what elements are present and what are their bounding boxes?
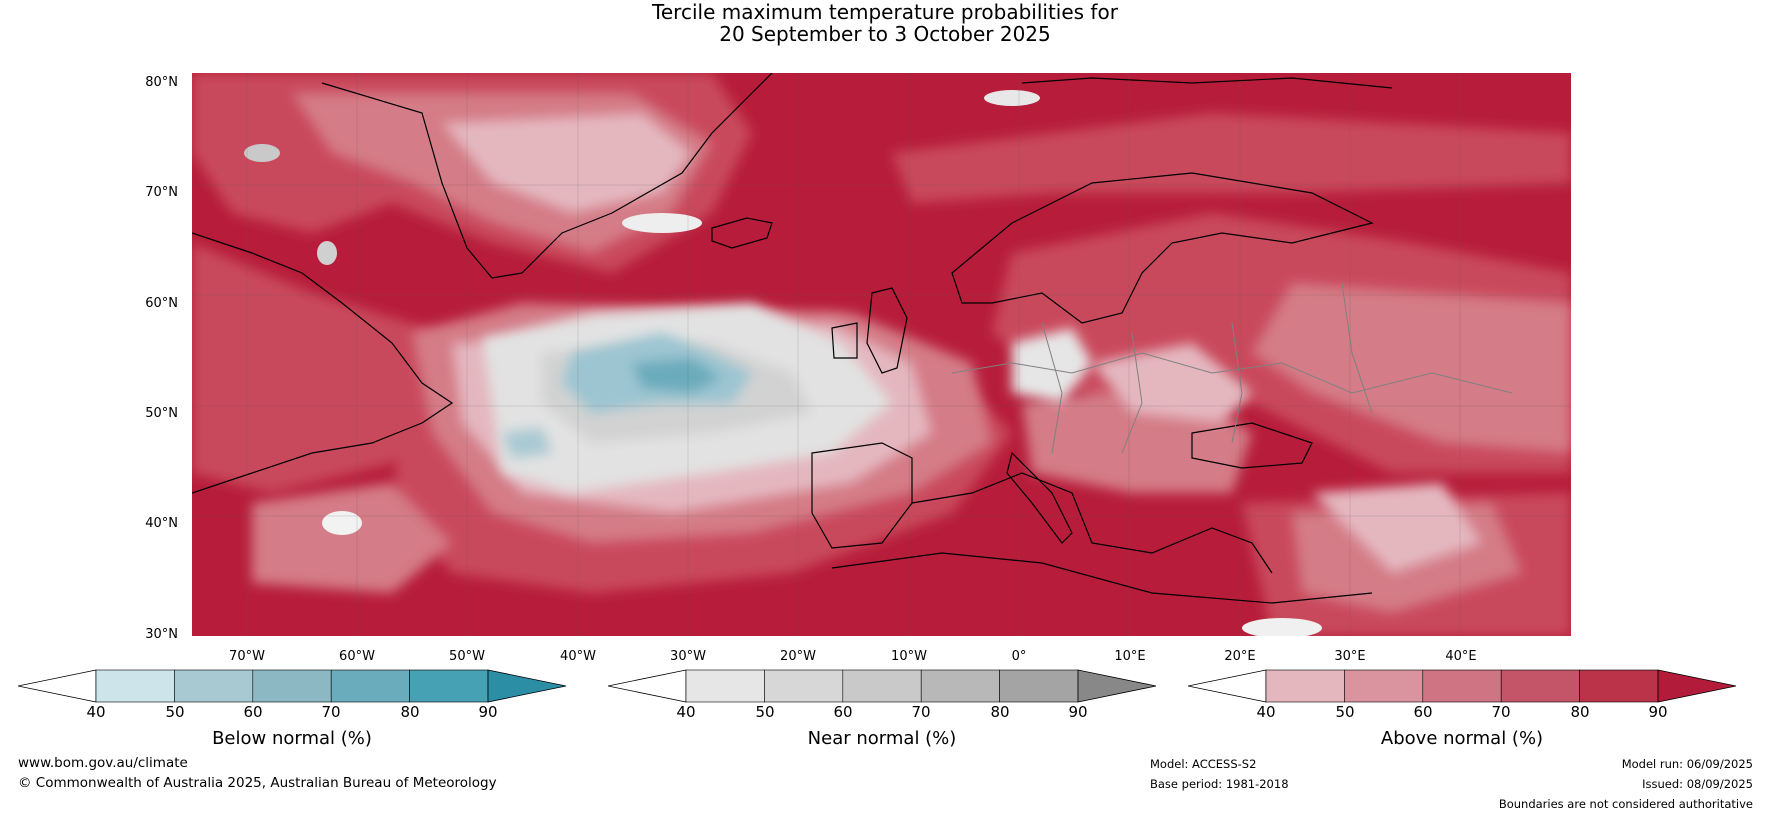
colorbar-extension-low: [1188, 669, 1267, 703]
issued-date: Issued: 08/09/2025: [1642, 777, 1753, 791]
legend-near-tick: 40: [676, 703, 696, 721]
legend-below-tick: 40: [86, 703, 106, 721]
lon-label-10e: 10°E: [1114, 649, 1146, 664]
legend-near-tick: 70: [911, 703, 931, 721]
lat-label-40n: 40°N: [145, 516, 178, 531]
legend-below-tick: 70: [321, 703, 341, 721]
lon-label-40e: 40°E: [1445, 649, 1477, 664]
graticule: [192, 73, 1571, 636]
lon-label-50w: 50°W: [449, 649, 485, 664]
near-normal-spot: [1242, 618, 1322, 636]
model-name: Model: ACCESS-S2: [1150, 757, 1257, 771]
colorbar-segment: [174, 669, 254, 703]
near-normal-spot: [984, 90, 1040, 106]
chart-title: Tercile maximum temperature probabilitie…: [652, 0, 1118, 24]
lon-label-40w: 40°W: [560, 649, 596, 664]
colorbar-extension-high: [1077, 669, 1157, 703]
lon-label-0: 0°: [1011, 649, 1027, 664]
colorbar-segment: [764, 669, 844, 703]
colorbar-segment: [1579, 669, 1659, 703]
lat-label-80n: 80°N: [145, 75, 178, 90]
base-period: Base period: 1981-2018: [1150, 777, 1289, 791]
lon-label-20w: 20°W: [780, 649, 816, 664]
near-normal-spot: [322, 511, 362, 535]
disclaimer-text: Boundaries are not considered authoritat…: [1498, 797, 1753, 811]
below-normal-zones: [502, 333, 752, 458]
legend-above-normal-colorbar: [1188, 669, 1737, 703]
legend-below-tick: 90: [478, 703, 498, 721]
legend-near-tick: 60: [833, 703, 853, 721]
lat-label-60n: 60°N: [145, 296, 178, 311]
legend-above-tick: 70: [1491, 703, 1511, 721]
chart-subtitle: 20 September to 3 October 2025: [719, 22, 1051, 46]
near-normal-spot: [622, 213, 702, 233]
legend-above-title: Above normal (%): [1380, 728, 1544, 749]
legend-above-tick: 60: [1413, 703, 1433, 721]
colorbar-extension-high: [1657, 669, 1737, 703]
colorbar-segment: [1422, 669, 1502, 703]
legend-above-tick: 40: [1256, 703, 1276, 721]
model-run-date: Model run: 06/09/2025: [1621, 757, 1753, 771]
legend-near-tick: 80: [990, 703, 1010, 721]
legend-below-tick: 60: [243, 703, 263, 721]
colorbar-segment: [685, 669, 765, 703]
lon-label-60w: 60°W: [339, 649, 375, 664]
legend-near-title: Near normal (%): [807, 728, 957, 749]
colorbar-segment: [920, 669, 1000, 703]
national-borders: [951, 282, 1513, 454]
colorbar-segment: [1344, 669, 1424, 703]
legend-above-tick: 50: [1335, 703, 1355, 721]
lon-label-10w: 10°W: [891, 649, 927, 664]
colorbar-segment: [330, 669, 410, 703]
probability-map: [192, 73, 1571, 636]
lon-label-70w: 70°W: [229, 649, 265, 664]
near-normal-spot: [317, 241, 337, 265]
colorbar-segment: [1500, 669, 1580, 703]
colorbar-segment: [842, 669, 922, 703]
lon-label-20e: 20°E: [1224, 649, 1256, 664]
legend-above-tick: 90: [1648, 703, 1668, 721]
colorbar-segment: [252, 669, 332, 703]
lat-label-50n: 50°N: [145, 406, 178, 421]
colorbar-segment: [95, 669, 175, 703]
colorbar-extension-low: [18, 669, 97, 703]
coastlines: [192, 73, 1393, 604]
colorbar-extension-low: [608, 669, 687, 703]
legend-near-normal-colorbar: [608, 669, 1157, 703]
lon-label-30e: 30°E: [1334, 649, 1366, 664]
website-link[interactable]: www.bom.gov.au/climate: [18, 755, 188, 771]
lon-label-30w: 30°W: [670, 649, 706, 664]
legend-near-tick: 90: [1068, 703, 1088, 721]
colorbar-segment: [409, 669, 489, 703]
lat-label-70n: 70°N: [145, 185, 178, 200]
legend-below-title: Below normal (%): [212, 728, 372, 749]
legend-near-tick: 50: [755, 703, 775, 721]
map-canvas: [192, 73, 1571, 636]
legend-below-tick: 80: [400, 703, 420, 721]
near-normal-spot: [244, 144, 280, 162]
colorbar-segment: [999, 669, 1079, 703]
legend-below-tick: 50: [165, 703, 185, 721]
copyright-text: © Commonwealth of Australia 2025, Austra…: [18, 775, 497, 791]
legend-above-tick: 80: [1570, 703, 1590, 721]
legend-below-normal-colorbar: [18, 669, 567, 703]
colorbar-extension-high: [487, 669, 567, 703]
lat-label-30n: 30°N: [145, 627, 178, 642]
colorbar-segment: [1265, 669, 1345, 703]
